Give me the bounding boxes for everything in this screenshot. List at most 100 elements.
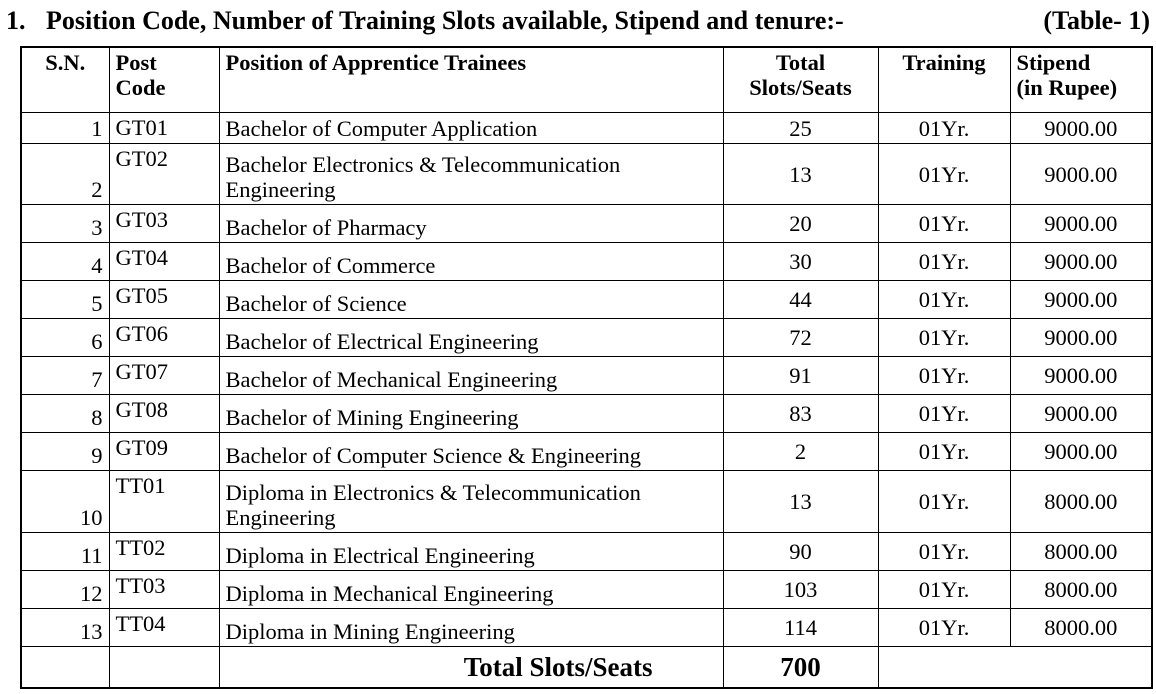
- cell-post-code: GT03: [108, 204, 220, 243]
- section-title: 1. Position Code, Number of Training Slot…: [6, 6, 1150, 36]
- table-row: 2 GT02 Bachelor Electronics & Telecommunic…: [20, 143, 1153, 205]
- table-row: 6 GT06 Bachelor of Electrical Engineering 7…: [20, 318, 1153, 357]
- total-row: Total Slots/Seats 700: [20, 646, 1153, 689]
- cell-training: 01Yr.: [877, 532, 1011, 571]
- cell-position: Bachelor of Computer Science & Engineeri…: [218, 432, 724, 471]
- header-stipend-line1: Stipend: [1016, 50, 1091, 75]
- cell-position: Bachelor of Science: [218, 280, 724, 319]
- cell-position: Diploma in Electronics & Telecommunicati…: [218, 470, 724, 533]
- header-post-code: Post Code: [108, 46, 220, 113]
- cell-position: Bachelor of Mining Engineering: [218, 394, 724, 433]
- cell-sn: 12: [20, 570, 110, 609]
- cell-training: 01Yr.: [877, 318, 1011, 357]
- cell-position: Bachelor of Commerce: [218, 242, 724, 281]
- cell-training: 01Yr.: [877, 356, 1011, 395]
- cell-position: Bachelor of Computer Application: [218, 112, 724, 144]
- header-post-code-line2: Code: [115, 75, 166, 100]
- cell-slots: 20: [722, 204, 879, 243]
- cell-stipend: 8000.00: [1009, 608, 1153, 647]
- cell-post-code: GT09: [108, 432, 220, 471]
- cell-position: Bachelor of Pharmacy: [218, 204, 724, 243]
- table-row: 11 TT02 Diploma in Electrical Engineering 9…: [20, 532, 1153, 571]
- total-empty-code: [108, 646, 220, 689]
- cell-stipend: 8000.00: [1009, 570, 1153, 609]
- cell-post-code: GT02: [108, 143, 220, 205]
- cell-slots: 44: [722, 280, 879, 319]
- table-header-row: S.N. Post Code Position of Apprentice Tra…: [20, 46, 1153, 113]
- cell-training: 01Yr.: [877, 112, 1011, 144]
- table-row: 8 GT08 Bachelor of Mining Engineering 83 01Y…: [20, 394, 1153, 433]
- cell-training: 01Yr.: [877, 432, 1011, 471]
- cell-training: 01Yr.: [877, 143, 1011, 205]
- cell-stipend: 9000.00: [1009, 432, 1153, 471]
- cell-position: Bachelor Electronics & Telecommunication…: [218, 143, 724, 205]
- cell-training: 01Yr.: [877, 570, 1011, 609]
- table-row: 7 GT07 Bachelor of Mechanical Engineering 9…: [20, 356, 1153, 395]
- cell-stipend: 8000.00: [1009, 532, 1153, 571]
- cell-sn: 6: [20, 318, 110, 357]
- cell-position: Bachelor of Mechanical Engineering: [218, 356, 724, 395]
- cell-slots: 83: [722, 394, 879, 433]
- cell-stipend: 9000.00: [1009, 242, 1153, 281]
- cell-post-code: GT05: [108, 280, 220, 319]
- header-slots-line1: Total: [775, 50, 826, 75]
- section-heading: Position Code, Number of Training Slots …: [46, 6, 844, 35]
- cell-stipend: 9000.00: [1009, 112, 1153, 144]
- cell-post-code: GT08: [108, 394, 220, 433]
- cell-sn: 5: [20, 280, 110, 319]
- total-empty-sn: [20, 646, 110, 689]
- cell-sn: 11: [20, 532, 110, 571]
- table-row: 5 GT05 Bachelor of Science 44 01Yr. 9000.00: [20, 280, 1153, 319]
- cell-position: Bachelor of Electrical Engineering: [218, 318, 724, 357]
- cell-stipend: 9000.00: [1009, 204, 1153, 243]
- cell-training: 01Yr.: [877, 204, 1011, 243]
- cell-training: 01Yr.: [877, 280, 1011, 319]
- header-training: Training: [877, 46, 1011, 113]
- table-row: 9 GT09 Bachelor of Computer Science & Engi…: [20, 432, 1153, 471]
- table-row: 3 GT03 Bachelor of Pharmacy 20 01Yr. 9000.00: [20, 204, 1153, 243]
- total-value: 700: [722, 646, 879, 689]
- cell-sn: 13: [20, 608, 110, 647]
- table-row: 1 GT01 Bachelor of Computer Application 25 0…: [20, 112, 1153, 144]
- section-number: 1.: [6, 6, 26, 35]
- cell-stipend: 9000.00: [1009, 143, 1153, 205]
- cell-position: Diploma in Mining Engineering: [218, 608, 724, 647]
- table-row: 13 TT04 Diploma in Mining Engineering 114 01…: [20, 608, 1153, 647]
- header-sn: S.N.: [20, 46, 110, 113]
- total-label: Total Slots/Seats: [218, 646, 724, 689]
- header-slots-line2: Slots/Seats: [749, 75, 852, 100]
- cell-slots: 2: [722, 432, 879, 471]
- cell-sn: 2: [20, 143, 110, 205]
- cell-slots: 13: [722, 470, 879, 533]
- header-slots: Total Slots/Seats: [722, 46, 879, 113]
- cell-post-code: GT01: [108, 112, 220, 144]
- cell-sn: 7: [20, 356, 110, 395]
- cell-post-code: TT03: [108, 570, 220, 609]
- cell-training: 01Yr.: [877, 242, 1011, 281]
- table-tag: (Table- 1): [1043, 6, 1150, 35]
- table-row: 4 GT04 Bachelor of Commerce 30 01Yr. 9000.00: [20, 242, 1153, 281]
- cell-slots: 13: [722, 143, 879, 205]
- header-stipend: Stipend (in Rupee): [1009, 46, 1153, 113]
- cell-sn: 8: [20, 394, 110, 433]
- cell-training: 01Yr.: [877, 608, 1011, 647]
- cell-position: Diploma in Mechanical Engineering: [218, 570, 724, 609]
- table-row: 10 TT01 Diploma in Electronics & Telecommu…: [20, 470, 1153, 533]
- total-empty-tail: [877, 646, 1153, 689]
- header-stipend-line2: (in Rupee): [1016, 75, 1118, 100]
- table-body: 1 GT01 Bachelor of Computer Application 25 0…: [20, 112, 1153, 647]
- cell-slots: 90: [722, 532, 879, 571]
- cell-slots: 91: [722, 356, 879, 395]
- cell-sn: 3: [20, 204, 110, 243]
- cell-slots: 103: [722, 570, 879, 609]
- cell-post-code: TT04: [108, 608, 220, 647]
- cell-slots: 30: [722, 242, 879, 281]
- cell-stipend: 9000.00: [1009, 280, 1153, 319]
- cell-post-code: GT07: [108, 356, 220, 395]
- cell-training: 01Yr.: [877, 470, 1011, 533]
- cell-stipend: 9000.00: [1009, 356, 1153, 395]
- cell-slots: 25: [722, 112, 879, 144]
- cell-sn: 10: [20, 470, 110, 533]
- cell-post-code: GT06: [108, 318, 220, 357]
- position-table: S.N. Post Code Position of Apprentice Tra…: [20, 46, 1153, 689]
